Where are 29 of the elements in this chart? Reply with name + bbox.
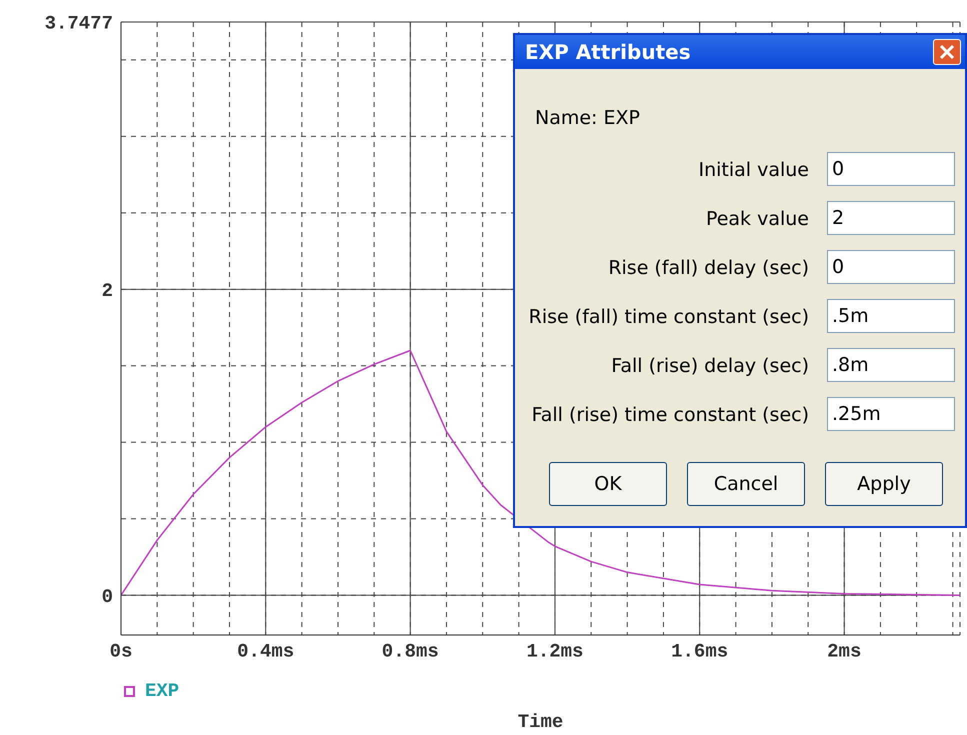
y-tick-label: 2 <box>102 280 113 302</box>
text-field: .5m <box>827 299 955 333</box>
button: Cancel <box>687 462 805 506</box>
x-tick-label: 2ms <box>827 640 862 662</box>
x-tick-label: 0.4ms <box>237 640 294 662</box>
text-field: 0 <box>827 250 955 284</box>
button: Apply <box>825 462 943 506</box>
text-field: .25m <box>827 397 955 431</box>
y-tick-label: 0 <box>102 586 113 608</box>
annotation: Rise (fall) time constant (sec) <box>528 306 809 328</box>
annotation: Name: EXP <box>535 107 640 129</box>
x-axis-title: Time <box>518 711 564 733</box>
line-series <box>121 350 960 596</box>
y-tick-label: 3.7477 <box>44 12 113 35</box>
annotation: EXP Attributes <box>515 35 965 69</box>
x-tick-label: 1.2ms <box>526 640 584 662</box>
button: OK <box>549 462 667 506</box>
annotation: Peak value <box>706 208 809 230</box>
annotation: Fall (rise) delay (sec) <box>611 355 809 377</box>
x-tick-label: 1.6ms <box>671 640 728 662</box>
text-field: 2 <box>827 201 955 235</box>
text-field: 0 <box>827 152 955 186</box>
x-tick-label: 0s <box>110 640 132 662</box>
annotation: Initial value <box>698 159 809 181</box>
x-tick-label: 0.8ms <box>382 640 439 662</box>
annotation: Rise (fall) delay (sec) <box>608 257 809 279</box>
text-field: .8m <box>827 348 955 382</box>
annotation: Fall (rise) time constant (sec) <box>532 404 809 426</box>
legend-label: EXP <box>144 680 180 702</box>
